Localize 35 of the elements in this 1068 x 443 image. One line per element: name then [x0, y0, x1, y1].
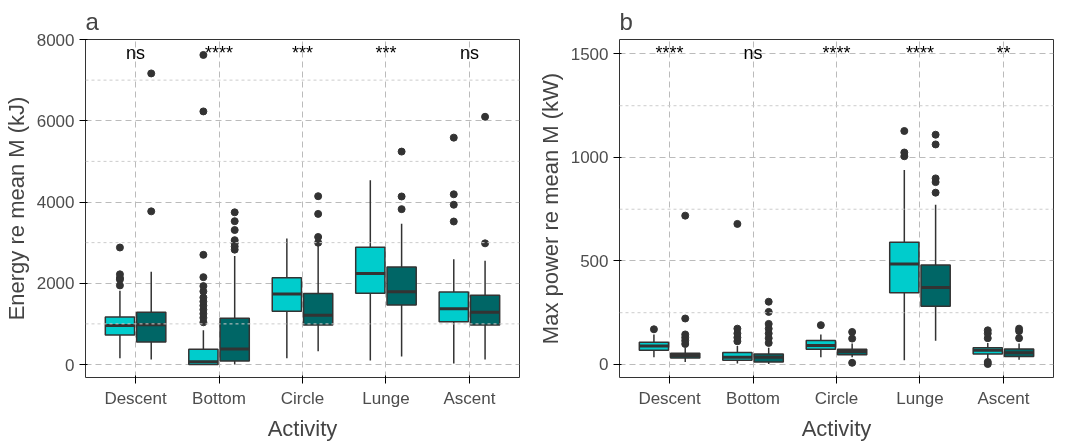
annotation: *** — [291, 42, 314, 63]
annotation: **** — [822, 42, 851, 63]
y-axis-title: Energy re mean M (kJ) — [3, 96, 29, 321]
y-tick-label: 500 — [580, 251, 609, 271]
y-tick-label: 6000 — [36, 111, 75, 131]
x-tick-label: Circle — [280, 388, 325, 408]
chart-title: a — [85, 7, 100, 35]
annotation: ** — [996, 42, 1011, 63]
x-tick-label: Lunge — [362, 388, 410, 408]
x-tick-label: Ascent — [443, 388, 496, 408]
y-tick-label: 0 — [599, 355, 609, 375]
annotation: **** — [205, 42, 234, 63]
y-tick-label: 8000 — [36, 30, 75, 50]
annotation: ns — [126, 42, 146, 63]
annotation: ns — [743, 42, 763, 63]
chart-title: b — [619, 7, 633, 35]
x-tick-label: Descent — [104, 388, 168, 408]
y-tick-label: 1500 — [570, 44, 609, 64]
x-tick-label: Bottom — [726, 388, 780, 408]
x-tick-label: Bottom — [192, 388, 246, 408]
x-axis-title: Activity — [801, 415, 872, 441]
annotation: *** — [375, 42, 397, 63]
x-tick-label: Lunge — [896, 388, 944, 408]
annotation: **** — [905, 42, 934, 63]
y-tick-label: 1000 — [570, 148, 609, 168]
annotation: **** — [655, 42, 684, 63]
x-tick-label: Descent — [638, 388, 702, 408]
y-axis-title: Max power re mean M (kW) — [537, 72, 563, 345]
y-tick-label: 4000 — [36, 193, 75, 212]
x-axis-title: Activity — [267, 415, 338, 441]
annotation: ns — [459, 42, 479, 63]
x-tick-label: Circle — [814, 388, 859, 408]
y-tick-label: 0 — [65, 355, 75, 375]
x-tick-label: Ascent — [977, 388, 1030, 408]
y-tick-label: 2000 — [36, 274, 75, 294]
